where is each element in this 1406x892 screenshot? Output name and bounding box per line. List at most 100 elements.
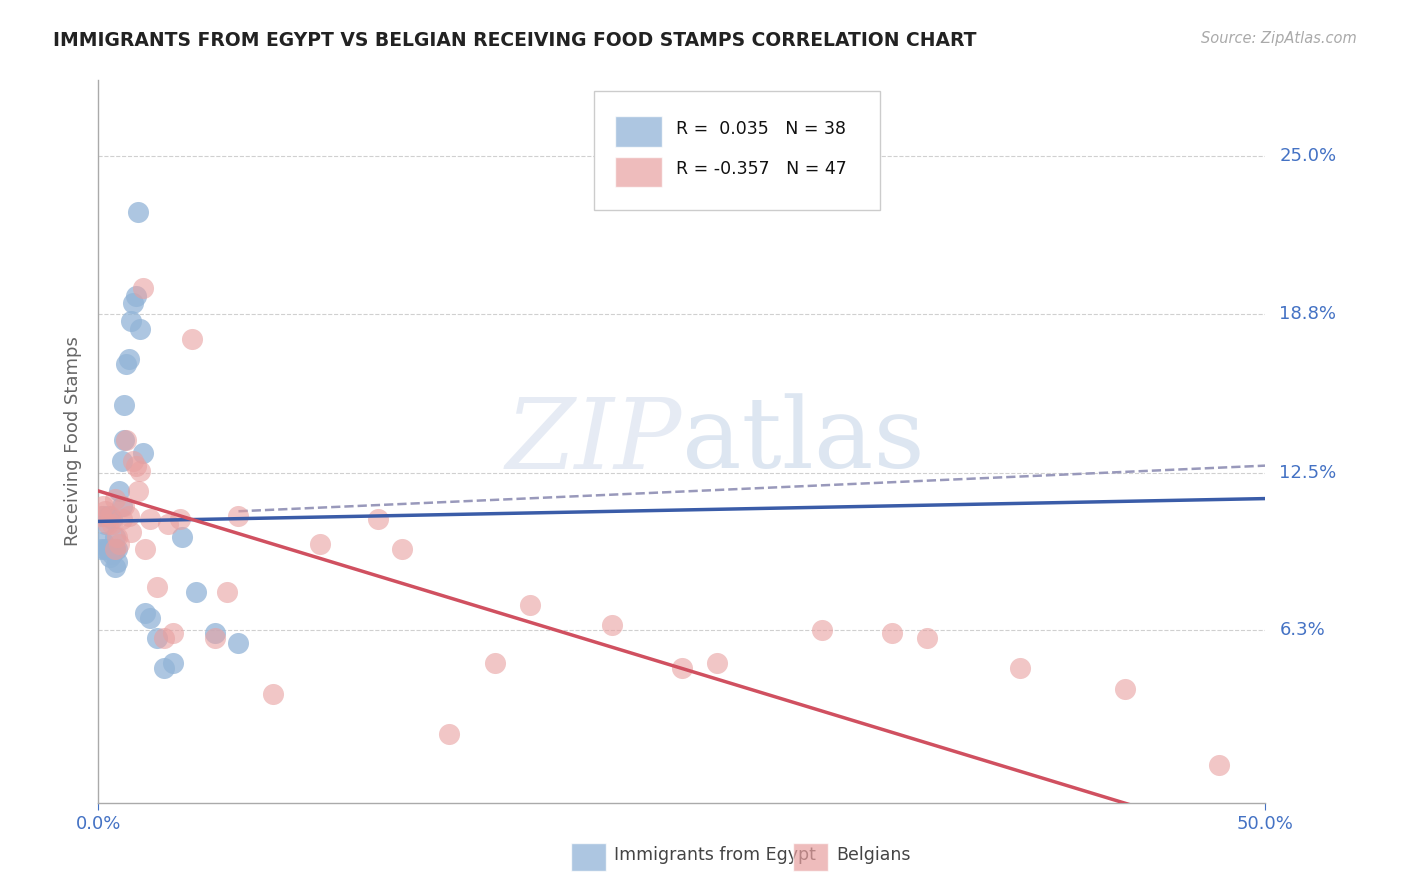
FancyBboxPatch shape	[595, 91, 880, 211]
Point	[98, 549, 121, 564]
Point	[134, 542, 156, 557]
Point	[118, 352, 141, 367]
Point	[1114, 681, 1136, 696]
Point	[101, 516, 124, 531]
Point	[108, 537, 131, 551]
Point	[127, 483, 149, 498]
Point	[915, 631, 938, 645]
Text: atlas: atlas	[682, 393, 925, 490]
Point	[111, 453, 134, 467]
Point	[204, 626, 226, 640]
Point	[172, 530, 194, 544]
Point	[139, 512, 162, 526]
Point	[104, 530, 127, 544]
Point	[97, 509, 120, 524]
Text: R = -0.357   N = 47: R = -0.357 N = 47	[676, 161, 846, 178]
Point	[228, 509, 250, 524]
Point	[90, 509, 112, 524]
Point	[134, 606, 156, 620]
Point	[104, 560, 127, 574]
Text: 12.5%: 12.5%	[1279, 464, 1337, 483]
Point	[115, 434, 138, 448]
Point	[228, 636, 250, 650]
Point	[139, 611, 162, 625]
Point	[129, 322, 152, 336]
Point	[157, 516, 180, 531]
Text: 6.3%: 6.3%	[1279, 622, 1324, 640]
Point	[101, 547, 124, 561]
Point	[118, 509, 141, 524]
Text: 25.0%: 25.0%	[1279, 147, 1337, 165]
Point	[94, 542, 117, 557]
Text: Belgians: Belgians	[837, 846, 911, 863]
Point	[94, 516, 117, 531]
Text: Source: ZipAtlas.com: Source: ZipAtlas.com	[1201, 31, 1357, 46]
Point	[104, 542, 127, 557]
Point	[94, 504, 117, 518]
Point	[97, 542, 120, 557]
Point	[122, 296, 145, 310]
Point	[105, 530, 128, 544]
Point	[129, 464, 152, 478]
Point	[127, 205, 149, 219]
Point	[519, 598, 541, 612]
Point	[671, 661, 693, 675]
Text: IMMIGRANTS FROM EGYPT VS BELGIAN RECEIVING FOOD STAMPS CORRELATION CHART: IMMIGRANTS FROM EGYPT VS BELGIAN RECEIVI…	[53, 31, 977, 50]
Point	[112, 499, 135, 513]
Point	[1208, 757, 1230, 772]
Point	[162, 657, 184, 671]
Point	[152, 661, 174, 675]
Point	[132, 446, 155, 460]
Point	[125, 289, 148, 303]
Y-axis label: Receiving Food Stamps: Receiving Food Stamps	[63, 336, 82, 547]
Point	[162, 626, 184, 640]
Point	[120, 524, 142, 539]
Point	[97, 516, 120, 531]
Point	[811, 624, 834, 638]
Point	[104, 491, 127, 506]
Point	[115, 357, 138, 371]
Point	[152, 631, 174, 645]
Point	[309, 537, 332, 551]
Point	[204, 631, 226, 645]
FancyBboxPatch shape	[616, 157, 662, 187]
Point	[122, 453, 145, 467]
Point	[262, 687, 284, 701]
Point	[90, 542, 112, 557]
Point	[1010, 661, 1032, 675]
FancyBboxPatch shape	[571, 843, 606, 871]
Point	[367, 512, 389, 526]
Point	[180, 332, 202, 346]
Point	[880, 626, 903, 640]
Point	[186, 585, 208, 599]
FancyBboxPatch shape	[793, 843, 828, 871]
Point	[706, 657, 728, 671]
Point	[105, 555, 128, 569]
Point	[104, 542, 127, 557]
Text: Immigrants from Egypt: Immigrants from Egypt	[614, 846, 815, 863]
Point	[98, 509, 121, 524]
Point	[215, 585, 238, 599]
Point	[169, 512, 191, 526]
Point	[600, 618, 623, 632]
Point	[391, 542, 413, 557]
Point	[112, 398, 135, 412]
Point	[146, 580, 169, 594]
Text: R =  0.035   N = 38: R = 0.035 N = 38	[676, 120, 846, 137]
Text: 18.8%: 18.8%	[1279, 304, 1336, 323]
Point	[111, 499, 134, 513]
Text: ZIP: ZIP	[506, 394, 682, 489]
Point	[120, 314, 142, 328]
Point	[98, 542, 121, 557]
Point	[125, 458, 148, 473]
Point	[132, 281, 155, 295]
Point	[111, 512, 134, 526]
Point	[146, 631, 169, 645]
Point	[105, 542, 128, 557]
FancyBboxPatch shape	[616, 117, 662, 147]
Point	[91, 534, 114, 549]
Point	[91, 499, 114, 513]
Point	[112, 434, 135, 448]
Point	[484, 657, 506, 671]
Point	[437, 727, 460, 741]
